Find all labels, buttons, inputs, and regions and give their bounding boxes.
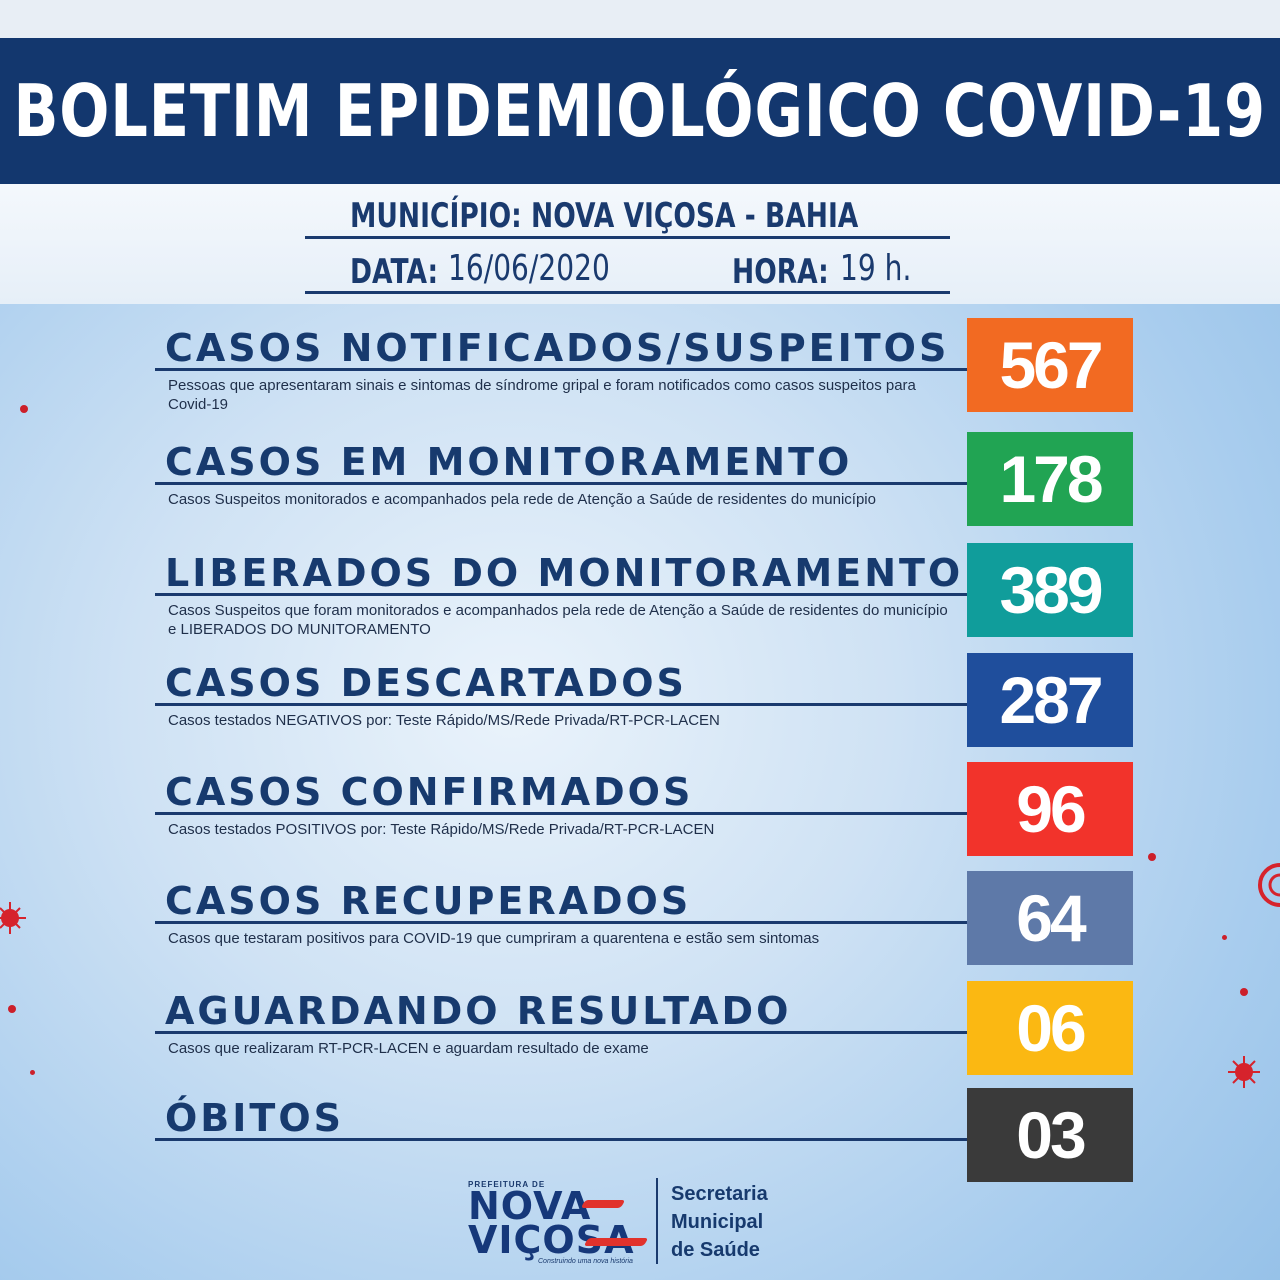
stat-value-box: 03 <box>967 1088 1133 1182</box>
logo-swoosh <box>580 1200 626 1208</box>
stat-title: ÓBITOS <box>165 1096 344 1140</box>
info-box: MUNICÍPIO: NOVA VIÇOSA - BAHIA DATA: 16/… <box>0 184 1280 304</box>
stat-value-box: 96 <box>967 762 1133 856</box>
stat-value: 567 <box>999 328 1103 402</box>
stat-underline <box>155 593 967 596</box>
secretaria-label: Secretaria Municipal de Saúde <box>671 1180 768 1264</box>
stat-value-box: 178 <box>967 432 1133 526</box>
stat-row: LIBERADOS DO MONITORAMENTO Casos Suspeito… <box>0 543 1280 638</box>
decor-dot <box>30 1070 35 1075</box>
stat-title: CASOS RECUPERADOS <box>165 879 692 923</box>
stat-title: CASOS DESCARTADOS <box>165 661 687 705</box>
stat-value-box: 287 <box>967 653 1133 747</box>
stat-value: 178 <box>999 442 1103 516</box>
stat-value-box: 567 <box>967 318 1133 412</box>
data-value: 16/06/2020 <box>448 248 610 289</box>
municipio-text: MUNICÍPIO: NOVA VIÇOSA - BAHIA <box>350 196 859 236</box>
decor-dot <box>8 1005 16 1013</box>
virus-icon <box>1228 1056 1260 1088</box>
info-divider-bottom <box>305 291 950 294</box>
stat-description: Casos testados NEGATIVOS por: Teste Rápi… <box>168 712 720 729</box>
header-banner: BOLETIM EPIDEMIOLÓGICO COVID-19 <box>0 38 1280 184</box>
logo-swoosh <box>583 1238 649 1246</box>
sec-line3: de Saúde <box>671 1239 760 1261</box>
stat-title: LIBERADOS DO MONITORAMENTO <box>165 551 964 595</box>
stat-title: CASOS NOTIFICADOS/SUSPEITOS <box>165 326 950 370</box>
decor-dot <box>1222 935 1227 940</box>
stat-row: CASOS CONFIRMADOS Casos testados POSITIVO… <box>0 762 1280 856</box>
page-title: BOLETIM EPIDEMIOLÓGICO COVID-19 <box>13 69 1267 153</box>
stat-value-box: 06 <box>967 981 1133 1075</box>
hora-label: HORA: <box>732 252 829 292</box>
decor-dot <box>1148 853 1156 861</box>
stat-row: AGUARDANDO RESULTADO Casos que realizaram… <box>0 981 1280 1075</box>
stat-description: Casos que testaram positivos para COVID-… <box>168 930 820 947</box>
stat-underline <box>155 1138 967 1141</box>
stat-value: 287 <box>999 663 1103 737</box>
stat-underline <box>155 703 967 706</box>
stat-row: CASOS DESCARTADOS Casos testados NEGATIVO… <box>0 653 1280 747</box>
logo-tagline: Construindo uma nova história <box>538 1258 633 1265</box>
stat-description: Casos que realizaram RT-PCR-LACEN e agua… <box>168 1040 649 1057</box>
stat-value: 389 <box>999 553 1103 627</box>
info-divider <box>305 236 950 239</box>
stat-title: AGUARDANDO RESULTADO <box>165 989 792 1033</box>
stat-row: CASOS EM MONITORAMENTO Casos Suspeitos mo… <box>0 432 1280 526</box>
stat-underline <box>155 812 967 815</box>
sec-line1: Secretaria <box>671 1183 768 1205</box>
stat-description: Casos Suspeitos monitorados e acompanhad… <box>168 491 876 508</box>
top-band <box>0 0 1280 40</box>
stat-value-box: 64 <box>967 871 1133 965</box>
stat-description: Casos testados POSITIVOS por: Teste Rápi… <box>168 821 715 838</box>
stat-description: Pessoas que apresentaram sinais e sintom… <box>168 377 916 413</box>
hora-value: 19 h. <box>840 248 912 289</box>
decor-dot <box>20 405 28 413</box>
logo-line1: NOVA <box>468 1184 592 1228</box>
logo-top-text: PREFEITURA DE <box>468 1180 546 1189</box>
stat-row: CASOS RECUPERADOS Casos que testaram posi… <box>0 871 1280 965</box>
stat-title: CASOS CONFIRMADOS <box>165 770 694 814</box>
virus-icon <box>1258 863 1280 907</box>
decor-dot <box>1240 988 1248 996</box>
sec-line2: Municipal <box>671 1211 764 1233</box>
stat-value: 06 <box>1016 991 1086 1065</box>
stat-description: Casos Suspeitos que foram monitorados e … <box>168 602 948 638</box>
data-label: DATA: <box>350 252 439 292</box>
stat-underline <box>155 921 967 924</box>
stat-underline <box>155 482 967 485</box>
footer-divider <box>656 1178 658 1264</box>
stat-value: 96 <box>1016 772 1086 846</box>
virus-icon <box>0 902 26 934</box>
nova-vicosa-logo: PREFEITURA DE NOVA VIÇOSA Construindo um… <box>468 1180 649 1266</box>
stat-title: CASOS EM MONITORAMENTO <box>165 440 853 484</box>
stat-value: 64 <box>1016 881 1086 955</box>
stat-row: CASOS NOTIFICADOS/SUSPEITOS Pessoas que a… <box>0 318 1280 413</box>
stat-underline <box>155 1031 967 1034</box>
stat-row: ÓBITOS 03 <box>0 1088 1280 1182</box>
stat-value-box: 389 <box>967 543 1133 637</box>
stat-underline <box>155 368 967 371</box>
stat-value: 03 <box>1016 1098 1086 1172</box>
